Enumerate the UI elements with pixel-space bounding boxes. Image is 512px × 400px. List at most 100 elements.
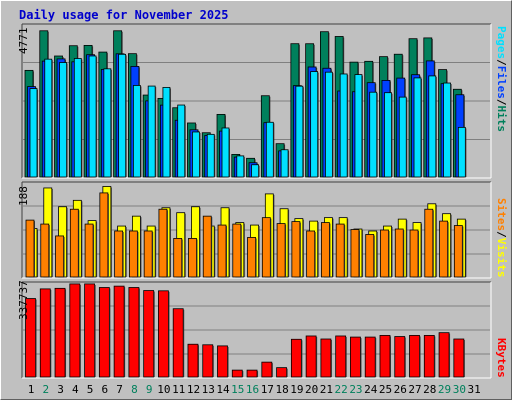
day-label-21: 21 [319,383,334,396]
pages-bar-day-6 [103,68,112,178]
day-label-4: 4 [71,383,79,396]
sites-bar-day-12 [188,238,197,278]
pages-bar-day-12 [192,131,200,178]
visits-max-label: 188 [17,186,30,206]
sites-bar-day-9 [143,230,153,278]
kbytes-bar-day-17 [261,361,273,378]
kbytes-bar-day-3 [54,287,66,378]
sites-bar-day-16 [247,237,256,278]
day-label-3: 3 [57,383,64,396]
pages-bar-day-17 [265,121,274,178]
pages-bar-day-2 [44,58,53,178]
kbytes-bar-day-11 [172,308,184,378]
pages-bar-day-8 [132,85,141,178]
legend-separator: / [495,98,508,106]
sites-bar-day-8 [128,230,138,278]
sites-bar-day-7 [114,230,124,278]
pages-bar-day-21 [324,71,333,178]
pages-legend: Pages [495,26,508,60]
pages-bar-day-4 [73,58,82,178]
day-label-18: 18 [275,383,289,396]
kbytes-bar-day-24 [364,336,376,378]
kbytes-bar-day-16 [246,369,258,378]
day-label-22: 22 [334,383,348,396]
kbytes-bar-day-21 [320,338,332,378]
sites-bar-day-17 [261,217,271,278]
sites-bar-day-22 [335,223,345,278]
visits-legend: Visits [495,237,508,278]
kbytes-bar-day-13 [202,344,214,378]
day-label-26: 26 [393,383,407,396]
kbytes-bar-day-23 [350,336,361,378]
kbytes-bar-day-6 [98,287,110,378]
kbytes-bar-day-28 [423,335,435,378]
sites-bar-day-15 [232,223,242,278]
sites-bar-day-1 [25,219,35,278]
pages-bar-day-25 [384,92,392,178]
pages-bar-day-26 [398,96,407,178]
pages-bar-day-29 [443,82,451,178]
hits-panel-right-label: Pages/Files/Hits [495,26,508,132]
pages-bar-day-22 [339,73,348,178]
pages-bar-day-13 [206,133,215,178]
sites-bar-day-20 [306,230,316,278]
day-label-9: 9 [145,383,153,396]
day-label-10: 10 [157,383,171,396]
day-label-23: 23 [349,383,363,396]
sites-bar-day-14 [217,224,227,278]
day-label-8: 8 [131,383,138,396]
day-label-24: 24 [364,383,378,396]
pages-bar-day-23 [354,74,363,178]
pages-bar-day-1 [29,88,38,178]
sites-bar-day-19 [291,221,301,278]
files-legend: Files [495,65,508,99]
pages-bar-day-15 [236,155,245,178]
sites-bar-day-18 [276,223,286,278]
day-label-6: 6 [101,383,109,396]
day-label-13: 13 [201,383,215,396]
day-label-29: 29 [437,383,452,396]
kbytes-bar-day-9 [143,290,155,378]
kbytes-bar-day-14 [217,345,228,378]
pages-bar-day-19 [295,85,304,178]
kbytes-bar-day-18 [276,367,287,378]
pages-bar-day-3 [59,62,67,178]
sites-bar-day-23 [350,229,360,278]
sites-bar-day-28 [424,208,434,278]
day-label-1: 1 [27,383,35,396]
sites-bar-day-3 [55,235,64,278]
kbytes-bar-day-27 [409,335,420,378]
day-label-11: 11 [172,383,186,396]
pages-bar-day-27 [413,77,422,178]
day-label-15: 15 [231,383,245,396]
day-label-7: 7 [116,383,123,396]
day-label-12: 12 [186,383,201,396]
hits-legend: Hits [495,105,508,133]
kbytes-bar-day-26 [394,336,406,378]
kbytes-legend: KBytes [495,338,508,378]
day-label-30: 30 [452,383,466,396]
day-label-2: 2 [42,383,50,396]
sites-bar-day-11 [173,238,183,278]
day-label-25: 25 [378,383,393,396]
kbytes-bar-day-12 [187,343,199,378]
pages-bar-day-24 [369,91,378,178]
sites-bar-day-13 [202,215,212,278]
day-label-28: 28 [423,383,437,396]
chart-title: Daily usage for November 2025 [19,8,229,22]
legend-separator: / [495,59,508,66]
kbytes-bar-day-30 [453,338,465,378]
sites-bar-day-10 [158,208,168,278]
pages-bar-day-14 [221,127,230,178]
sites-bar-day-26 [394,228,404,278]
sites-bar-day-6 [99,192,109,278]
kbytes-max-label: 337737 [17,280,30,320]
kbytes-bar-day-15 [231,369,243,378]
day-label-5: 5 [86,383,94,396]
sites-bar-day-2 [40,223,50,278]
day-label-27: 27 [408,383,422,396]
sites-bar-day-29 [439,220,448,278]
kbytes-bar-day-8 [128,287,140,378]
sites-legend: Sites [495,198,508,232]
day-label-17: 17 [260,383,274,396]
